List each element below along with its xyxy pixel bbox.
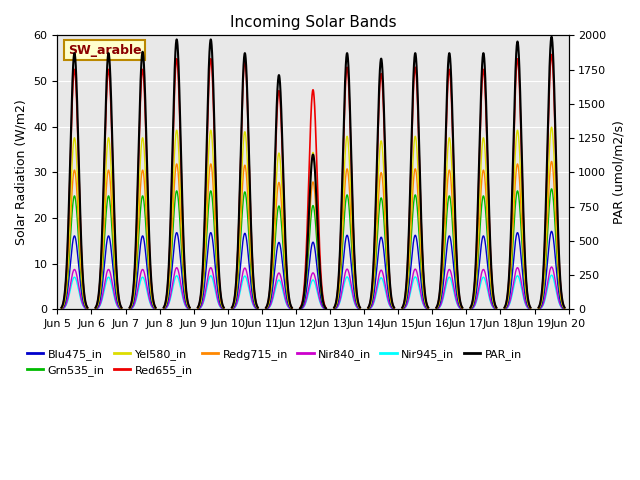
Text: SW_arable: SW_arable [68,44,141,57]
Y-axis label: Solar Radiation (W/m2): Solar Radiation (W/m2) [15,99,28,245]
Legend: Blu475_in, Grn535_in, Yel580_in, Red655_in, Redg715_in, Nir840_in, Nir945_in, PA: Blu475_in, Grn535_in, Yel580_in, Red655_… [22,345,526,381]
Y-axis label: PAR (umol/m2/s): PAR (umol/m2/s) [612,120,625,224]
Title: Incoming Solar Bands: Incoming Solar Bands [230,15,396,30]
